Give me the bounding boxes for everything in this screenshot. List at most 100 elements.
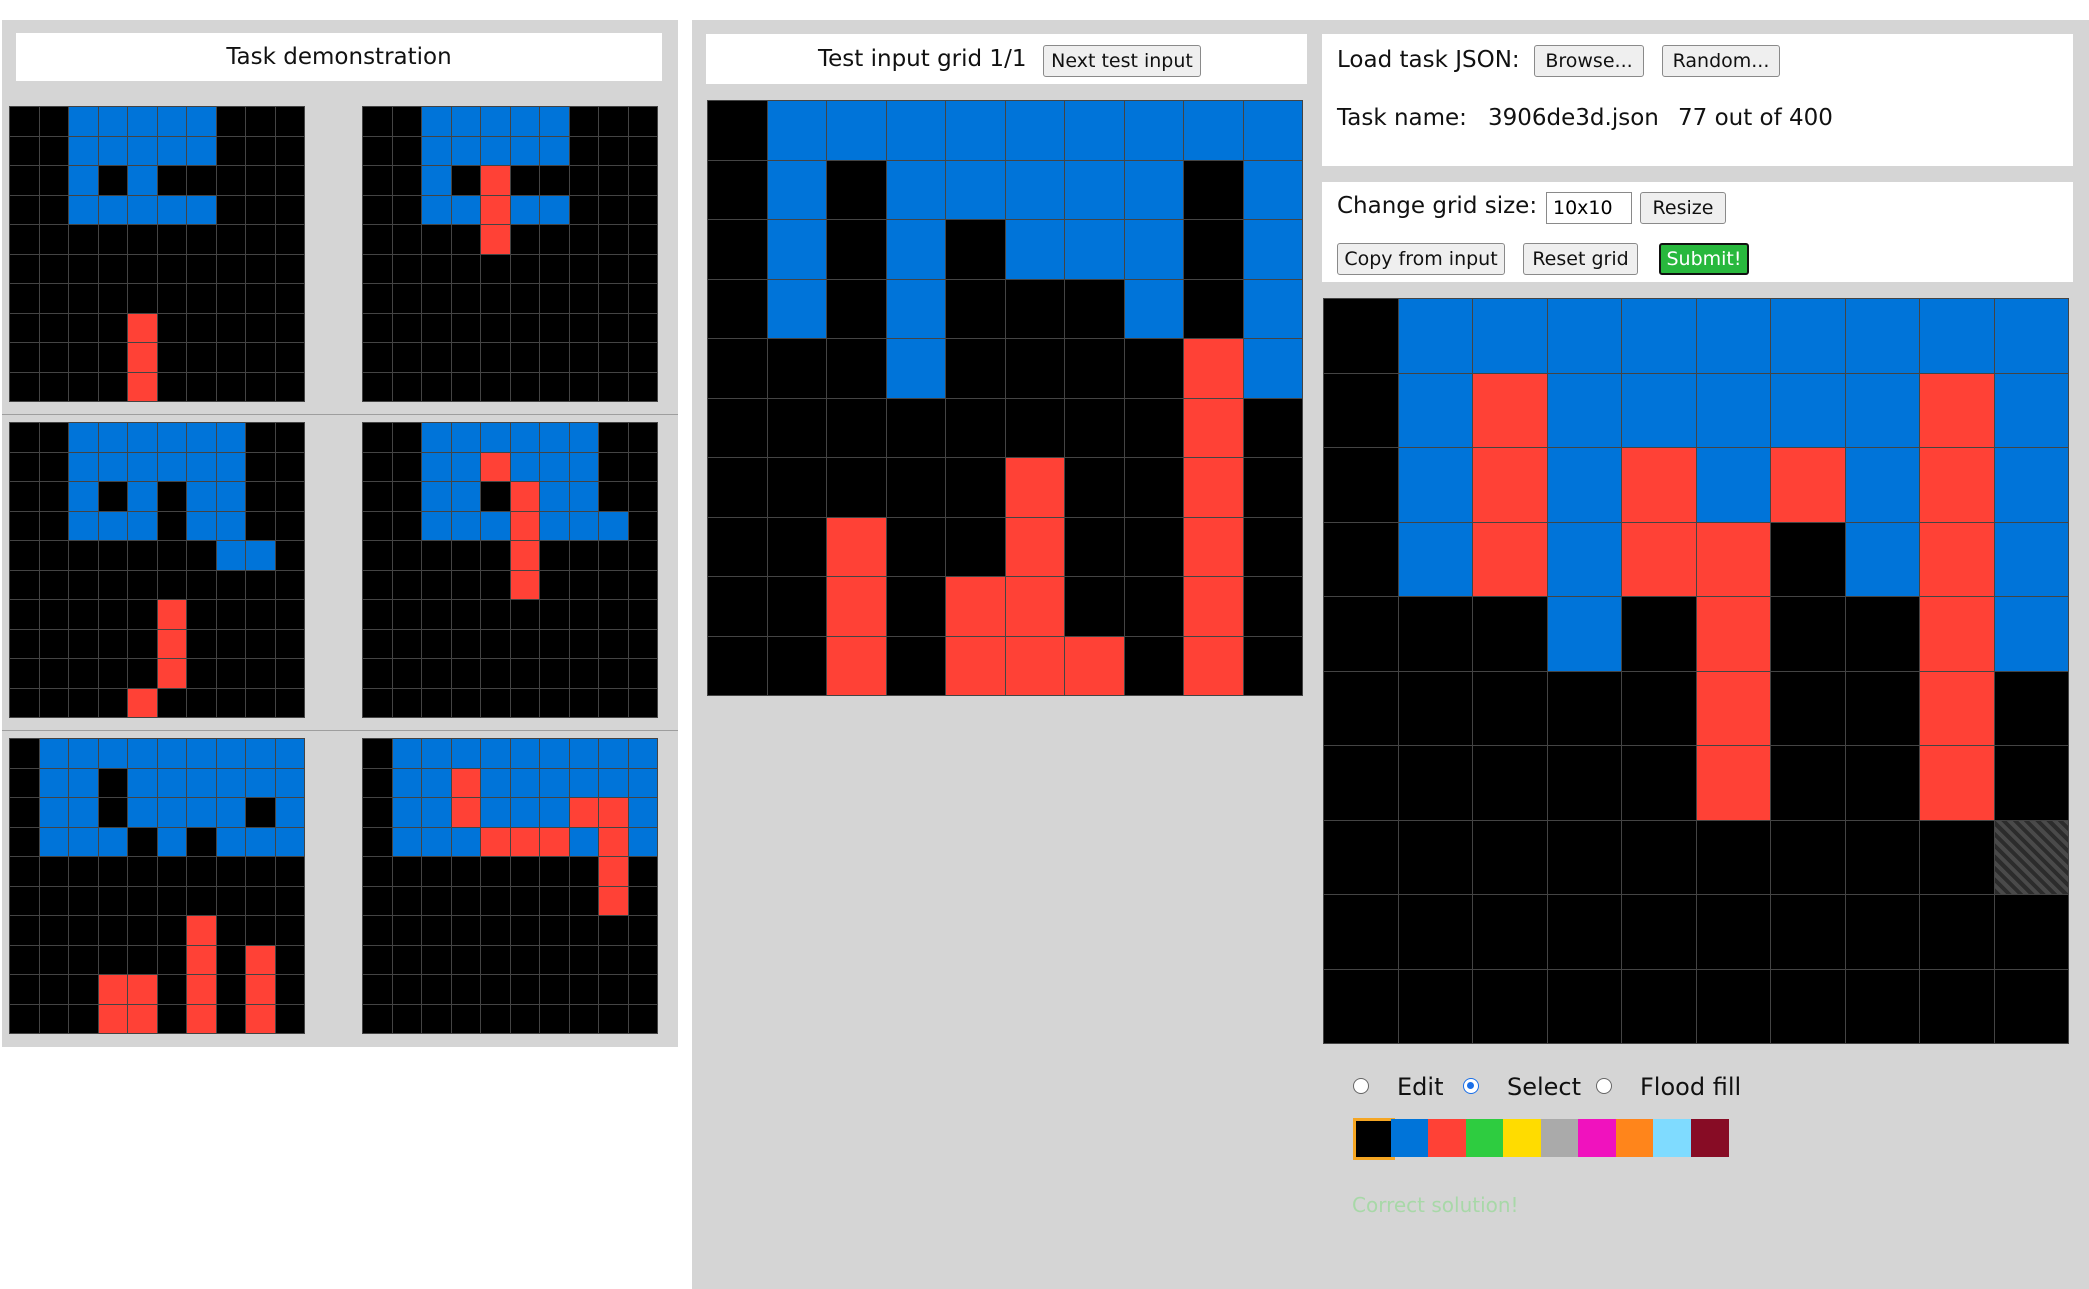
output-cell[interactable]	[1696, 597, 1770, 671]
output-cell[interactable]	[1994, 299, 2068, 373]
output-cell[interactable]	[1994, 671, 2068, 745]
output-cell[interactable]	[1845, 820, 1919, 894]
output-cell[interactable]	[1473, 746, 1547, 820]
palette-swatch[interactable]	[1540, 1119, 1579, 1157]
output-cell[interactable]	[1696, 299, 1770, 373]
output-cell[interactable]	[1696, 820, 1770, 894]
output-cell[interactable]	[1473, 299, 1547, 373]
palette-swatch[interactable]	[1690, 1119, 1729, 1157]
output-cell[interactable]	[1920, 597, 1994, 671]
output-cell[interactable]	[1994, 522, 2068, 596]
reset-grid-button[interactable]: Reset grid	[1523, 243, 1638, 275]
palette-swatch[interactable]	[1615, 1119, 1654, 1157]
output-cell[interactable]	[1622, 448, 1696, 522]
edit-mode-radio[interactable]	[1353, 1078, 1369, 1094]
output-cell[interactable]	[1771, 597, 1845, 671]
output-cell[interactable]	[1547, 895, 1621, 969]
output-cell[interactable]	[1622, 671, 1696, 745]
output-cell[interactable]	[1398, 448, 1472, 522]
output-cell[interactable]	[1473, 522, 1547, 596]
output-cell[interactable]	[1696, 969, 1770, 1043]
output-cell[interactable]	[1994, 597, 2068, 671]
output-cell[interactable]	[1547, 373, 1621, 447]
output-cell[interactable]	[1622, 820, 1696, 894]
select-mode-radio[interactable]	[1463, 1078, 1479, 1094]
output-cell[interactable]	[1920, 895, 1994, 969]
grid-size-input[interactable]	[1546, 192, 1632, 224]
output-cell[interactable]	[1845, 671, 1919, 745]
output-cell[interactable]	[1547, 448, 1621, 522]
output-cell[interactable]	[1771, 448, 1845, 522]
output-cell[interactable]	[1473, 820, 1547, 894]
output-cell[interactable]	[1696, 522, 1770, 596]
output-cell[interactable]	[1398, 522, 1472, 596]
output-cell[interactable]	[1324, 597, 1398, 671]
output-cell[interactable]	[1845, 895, 1919, 969]
output-cell[interactable]	[1622, 373, 1696, 447]
output-cell[interactable]	[1324, 820, 1398, 894]
output-cell[interactable]	[1324, 522, 1398, 596]
output-cell[interactable]	[1473, 373, 1547, 447]
output-cell[interactable]	[1622, 969, 1696, 1043]
output-cell[interactable]	[1920, 969, 1994, 1043]
palette-swatch[interactable]	[1503, 1119, 1541, 1157]
output-cell[interactable]	[1696, 373, 1770, 447]
output-cell[interactable]	[1622, 597, 1696, 671]
next-test-input-button[interactable]: Next test input	[1043, 45, 1201, 77]
output-cell[interactable]	[1547, 746, 1621, 820]
output-cell[interactable]	[1845, 448, 1919, 522]
output-cell[interactable]	[1771, 820, 1845, 894]
output-cell[interactable]	[1398, 746, 1472, 820]
palette-swatch[interactable]	[1653, 1119, 1691, 1157]
output-cell[interactable]	[1547, 820, 1621, 894]
output-cell[interactable]	[1622, 522, 1696, 596]
flood-fill-mode-radio[interactable]	[1596, 1078, 1612, 1094]
output-cell-selected[interactable]	[1994, 820, 2068, 894]
output-cell[interactable]	[1547, 671, 1621, 745]
browse-button[interactable]: Browse...	[1534, 45, 1644, 77]
output-cell[interactable]	[1845, 299, 1919, 373]
output-cell[interactable]	[1994, 746, 2068, 820]
output-cell[interactable]	[1324, 746, 1398, 820]
output-cell[interactable]	[1622, 746, 1696, 820]
submit-button[interactable]: Submit!	[1659, 243, 1749, 275]
output-cell[interactable]	[1324, 299, 1398, 373]
output-cell[interactable]	[1696, 671, 1770, 745]
copy-from-input-button[interactable]: Copy from input	[1337, 243, 1505, 275]
output-cell[interactable]	[1771, 895, 1845, 969]
output-cell[interactable]	[1771, 969, 1845, 1043]
output-cell[interactable]	[1994, 448, 2068, 522]
output-cell[interactable]	[1473, 671, 1547, 745]
output-cell[interactable]	[1473, 969, 1547, 1043]
output-cell[interactable]	[1324, 969, 1398, 1043]
palette-swatch[interactable]	[1428, 1119, 1466, 1157]
output-cell[interactable]	[1771, 671, 1845, 745]
output-cell[interactable]	[1547, 597, 1621, 671]
palette-swatch[interactable]	[1390, 1119, 1429, 1157]
output-cell[interactable]	[1324, 671, 1398, 745]
output-cell[interactable]	[1920, 373, 1994, 447]
output-cell[interactable]	[1398, 969, 1472, 1043]
random-button[interactable]: Random...	[1662, 45, 1780, 77]
output-grid[interactable]	[1323, 298, 2069, 1044]
output-cell[interactable]	[1398, 373, 1472, 447]
output-cell[interactable]	[1845, 522, 1919, 596]
output-cell[interactable]	[1994, 895, 2068, 969]
output-cell[interactable]	[1771, 746, 1845, 820]
output-cell[interactable]	[1920, 746, 1994, 820]
palette-swatch[interactable]	[1353, 1118, 1395, 1160]
output-cell[interactable]	[1473, 895, 1547, 969]
output-cell[interactable]	[1398, 895, 1472, 969]
output-cell[interactable]	[1398, 820, 1472, 894]
output-cell[interactable]	[1324, 448, 1398, 522]
output-cell[interactable]	[1920, 448, 1994, 522]
output-cell[interactable]	[1771, 299, 1845, 373]
output-cell[interactable]	[1845, 373, 1919, 447]
output-cell[interactable]	[1994, 373, 2068, 447]
resize-button[interactable]: Resize	[1640, 192, 1726, 224]
palette-swatch[interactable]	[1578, 1119, 1616, 1157]
output-cell[interactable]	[1771, 373, 1845, 447]
output-cell[interactable]	[1622, 299, 1696, 373]
output-cell[interactable]	[1920, 820, 1994, 894]
output-cell[interactable]	[1696, 746, 1770, 820]
